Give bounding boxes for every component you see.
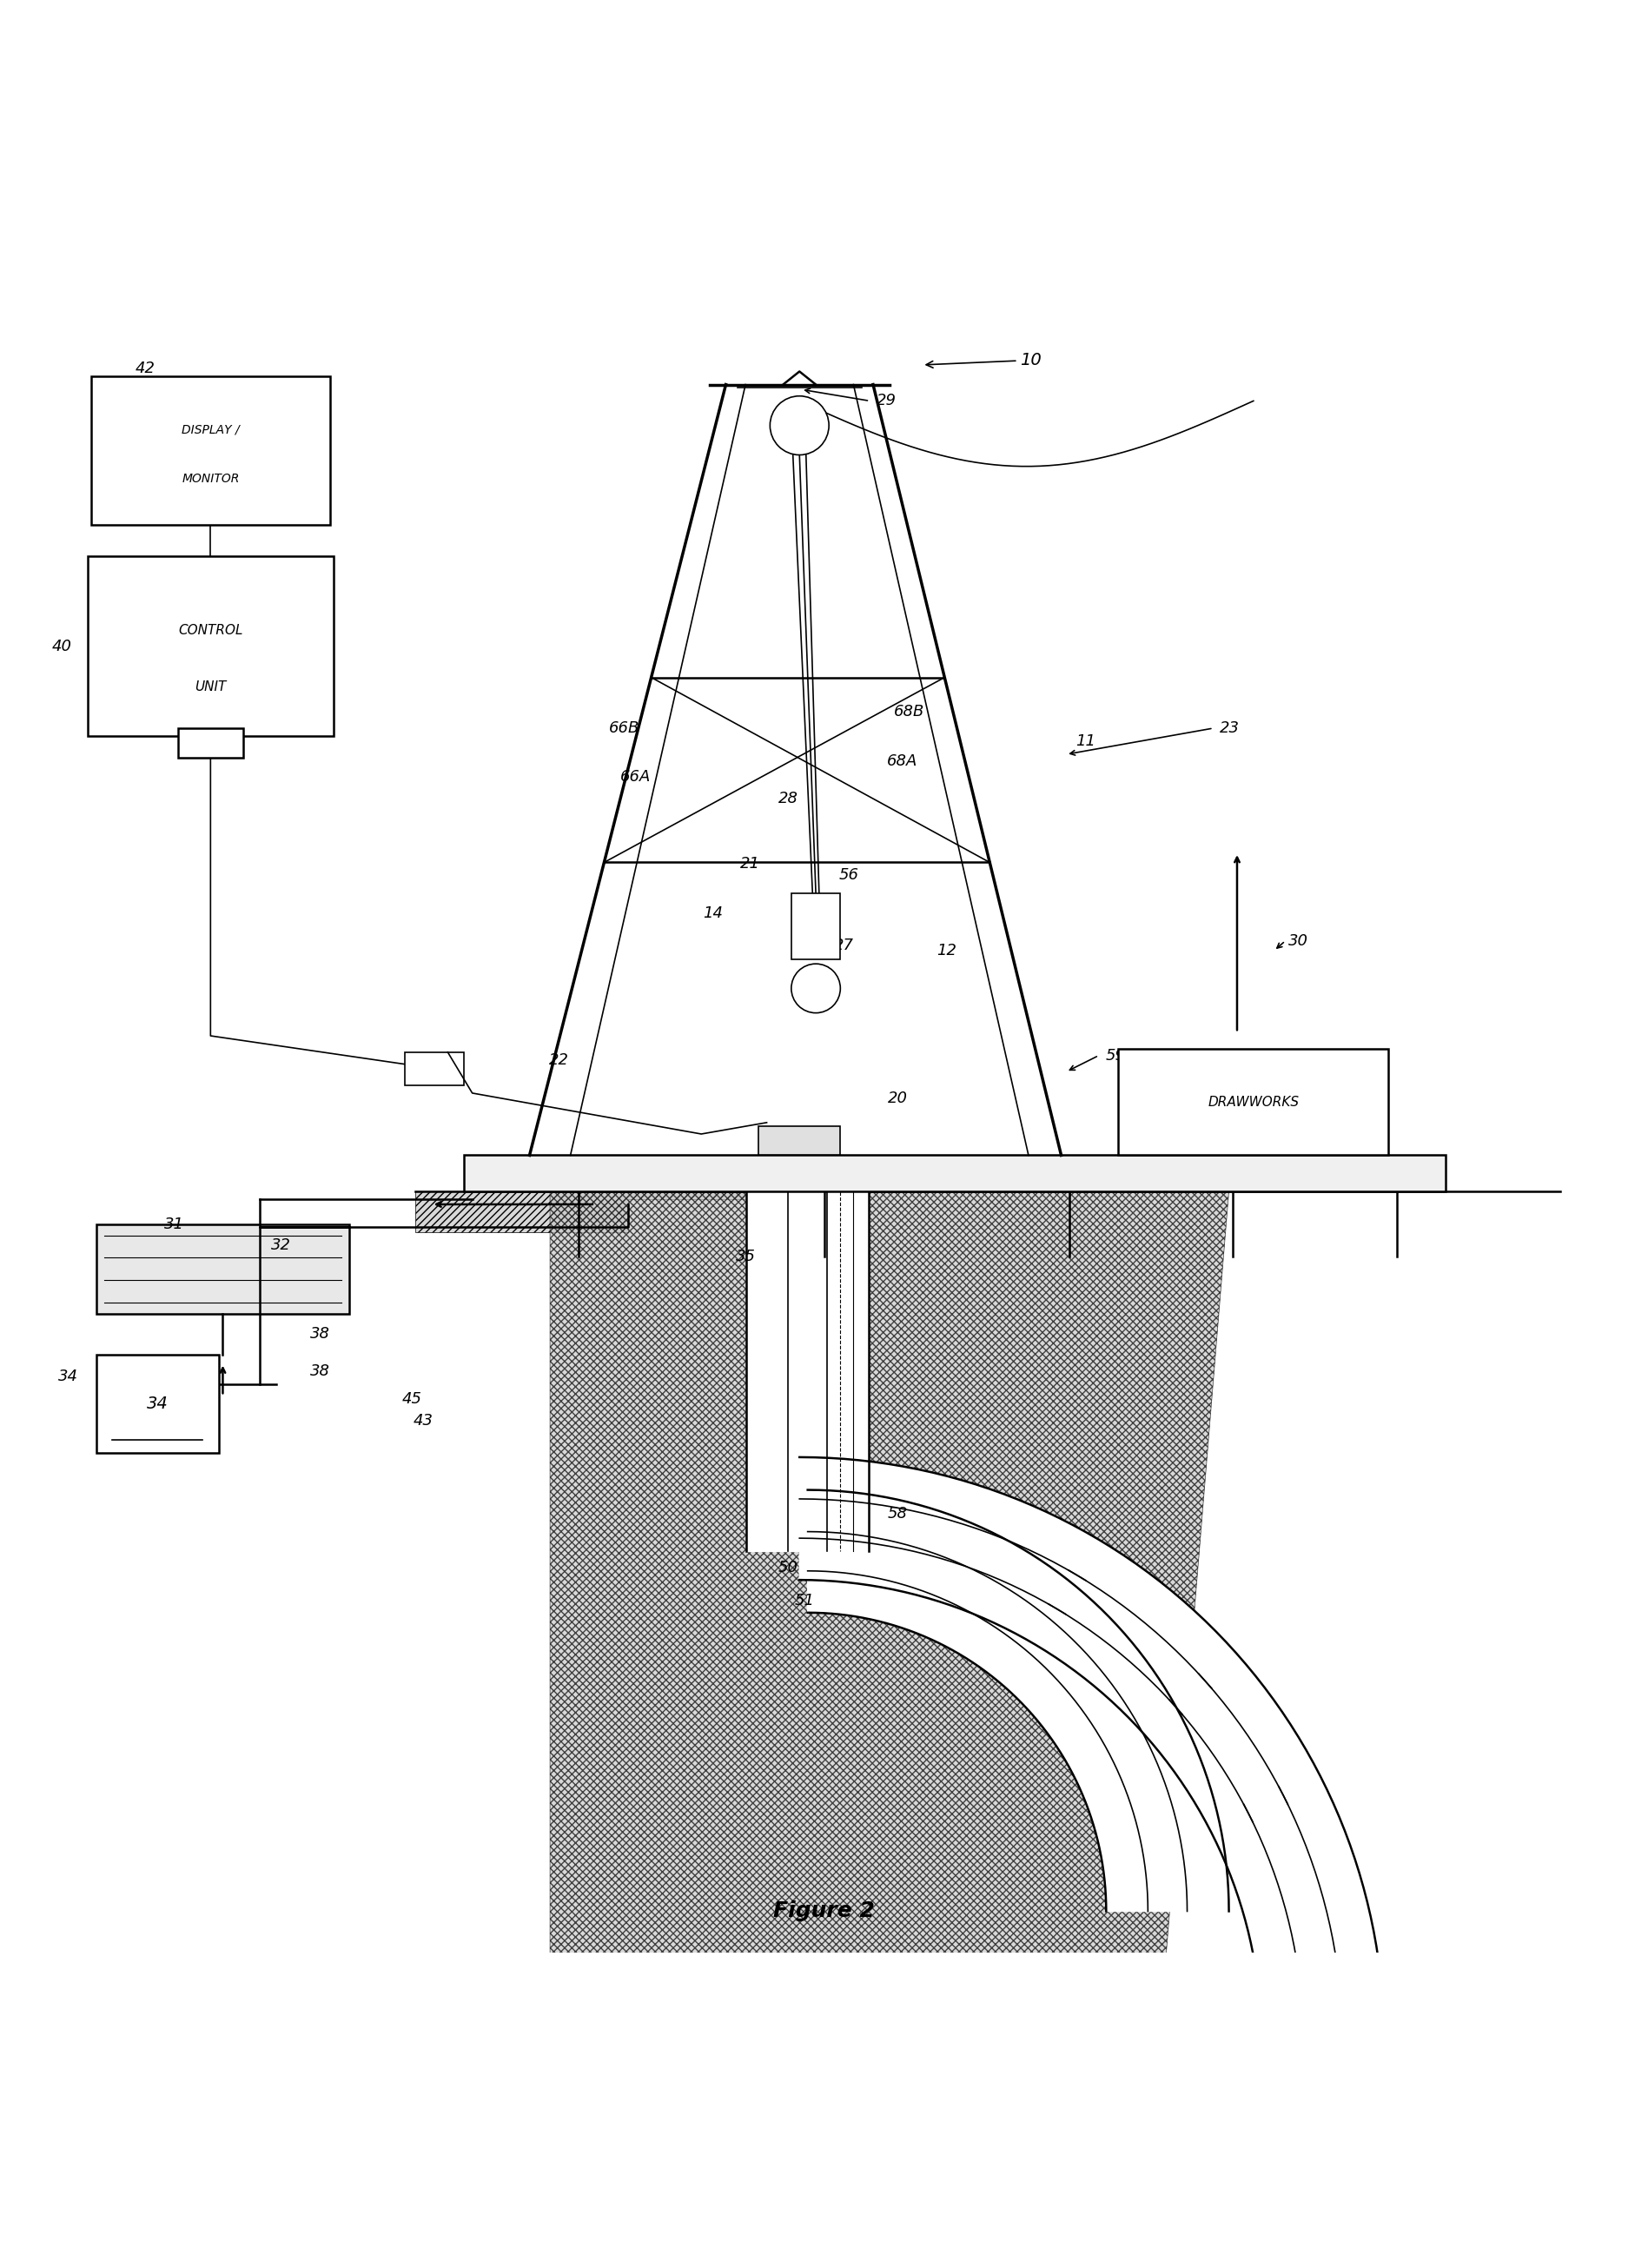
Text: 45: 45 (402, 1390, 422, 1406)
Text: UNIT: UNIT (194, 680, 226, 694)
Text: 68B: 68B (893, 703, 925, 719)
Text: 28: 28 (778, 792, 798, 807)
Text: 11: 11 (1076, 733, 1096, 748)
Bar (465, 1154, 1445, 1191)
Text: 66A: 66A (621, 769, 651, 785)
Text: 12: 12 (936, 943, 957, 959)
Polygon shape (808, 1490, 1229, 1912)
FancyBboxPatch shape (96, 1354, 219, 1454)
Text: 14: 14 (702, 905, 723, 921)
Text: 68A: 68A (887, 753, 918, 769)
Circle shape (770, 397, 829, 456)
Text: 38: 38 (310, 1363, 330, 1379)
Text: 26: 26 (811, 966, 831, 982)
Text: 10: 10 (926, 352, 1042, 367)
Circle shape (1295, 2000, 1348, 2053)
Text: 30: 30 (1289, 932, 1309, 948)
Text: 38: 38 (310, 1327, 330, 1340)
Bar (791, 894, 840, 959)
Text: CONTROL: CONTROL (178, 624, 242, 637)
Text: 40: 40 (51, 640, 71, 653)
Bar (96, 1225, 349, 1313)
Text: 34: 34 (58, 1368, 77, 1383)
Text: 51: 51 (794, 1592, 814, 1608)
Text: Figure 2: Figure 2 (773, 1901, 875, 1921)
Text: DRAWWORKS: DRAWWORKS (1208, 1095, 1299, 1109)
FancyBboxPatch shape (1119, 1048, 1388, 1154)
FancyBboxPatch shape (87, 556, 333, 737)
Text: 43: 43 (414, 1413, 433, 1429)
Text: 50: 50 (778, 1560, 798, 1576)
Text: 35: 35 (735, 1250, 755, 1266)
Text: MONITOR: MONITOR (181, 472, 239, 485)
Text: 58: 58 (888, 1506, 908, 1522)
Polygon shape (550, 1191, 1229, 2268)
FancyBboxPatch shape (91, 376, 330, 526)
Circle shape (791, 964, 840, 1014)
Polygon shape (799, 1456, 1383, 2014)
Text: 59: 59 (1106, 1048, 1126, 1064)
Text: 22: 22 (549, 1052, 569, 1068)
Text: 66B: 66B (610, 721, 639, 737)
Polygon shape (415, 1191, 791, 1232)
Text: DISPLAY /: DISPLAY / (181, 424, 239, 435)
Bar (178, 728, 244, 758)
Text: 20: 20 (888, 1091, 908, 1107)
Text: 31: 31 (165, 1216, 185, 1232)
Text: 21: 21 (740, 857, 760, 871)
Text: 23: 23 (1220, 721, 1239, 737)
Bar (758, 1125, 840, 1154)
Text: 42: 42 (135, 361, 155, 376)
Text: 56: 56 (839, 869, 859, 882)
Text: 29: 29 (877, 392, 897, 408)
Bar (405, 1052, 465, 1084)
Text: 32: 32 (270, 1238, 290, 1254)
Text: 27: 27 (834, 939, 854, 953)
Text: 34: 34 (147, 1395, 168, 1413)
